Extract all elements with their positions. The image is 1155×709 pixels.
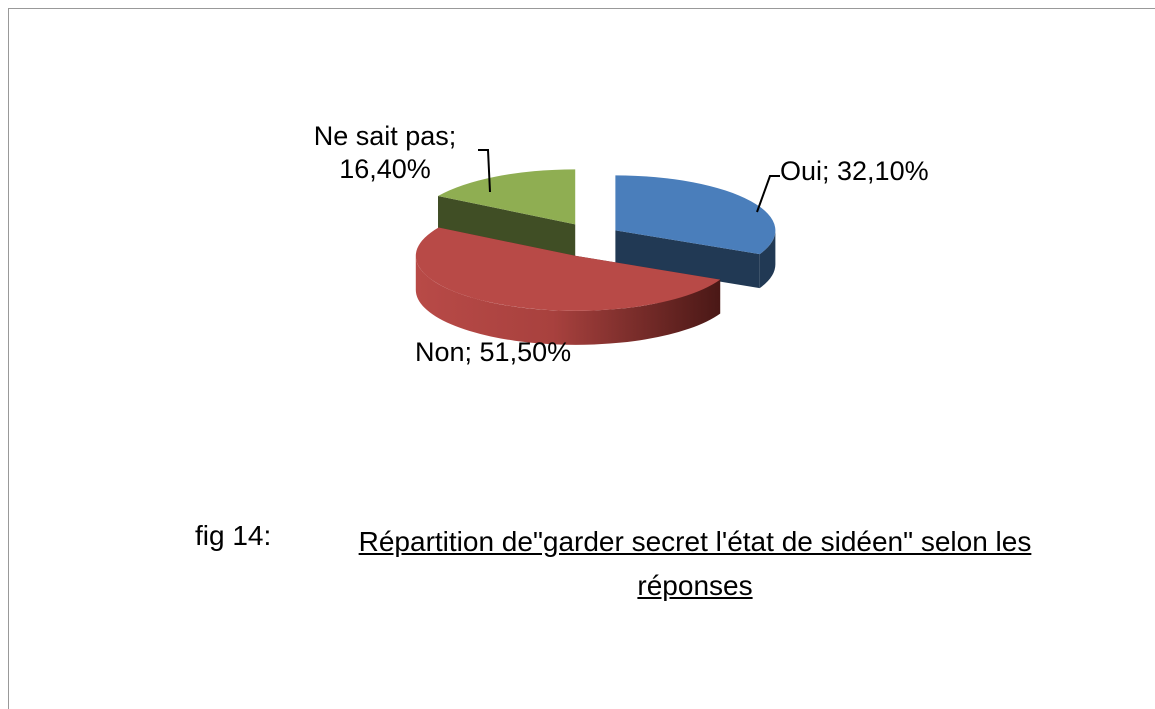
- slice-wall: [438, 196, 576, 259]
- slice-side: [759, 230, 776, 289]
- page: {"chart_data": {"type": "pie3d", "figure…: [8, 8, 1155, 709]
- frame: [8, 8, 1155, 709]
- chart: [415, 149, 780, 345]
- chart-title: Répartition de"garder secret l'état de s…: [358, 526, 1032, 601]
- pie-slice: [438, 169, 576, 225]
- leader-lines: [478, 149, 780, 213]
- pie-slice: [415, 227, 721, 311]
- slice-label: Non; 51,50%: [415, 337, 572, 367]
- leader-line: [756, 175, 780, 213]
- figure-label: fig 14:: [195, 520, 272, 551]
- leader-line: [478, 149, 491, 193]
- pie-slice: [615, 175, 776, 255]
- slice-label: Oui; 32,10%: [780, 156, 929, 186]
- slice-label: Ne sait pas; 16,40%: [313, 121, 457, 184]
- slice-wall: [615, 230, 760, 289]
- slice-side: [415, 255, 721, 345]
